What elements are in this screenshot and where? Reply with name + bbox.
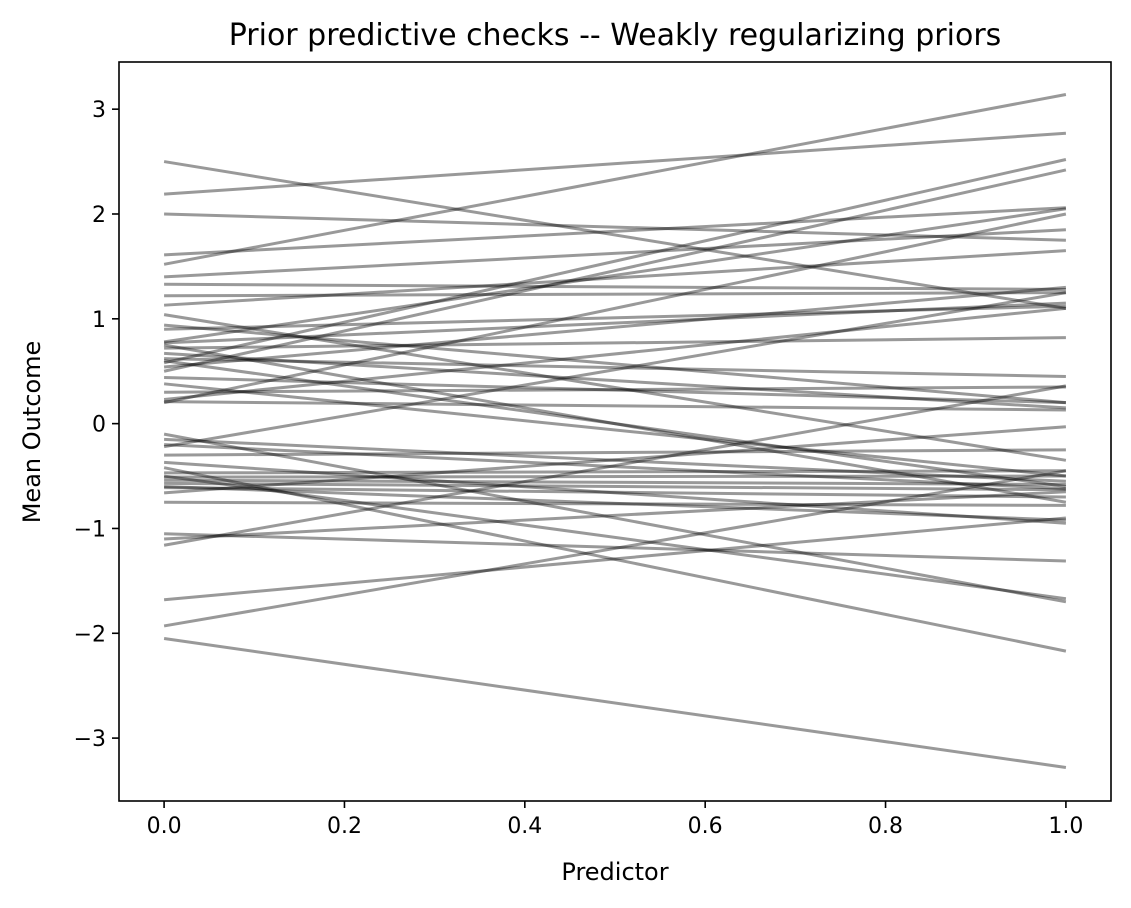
prior-line-29 bbox=[163, 460, 1067, 525]
prior-line-0 bbox=[163, 160, 1067, 310]
prior-line-40 bbox=[163, 384, 1067, 547]
plot-frame bbox=[118, 61, 1112, 802]
chart-title: Prior predictive checks -- Weakly regula… bbox=[229, 18, 1002, 53]
prior-line-16 bbox=[163, 158, 1067, 365]
y-tick-label-2: −1 bbox=[74, 517, 106, 542]
prior-line-13 bbox=[164, 336, 1066, 350]
y-tick-label-3: 0 bbox=[92, 413, 106, 438]
prior-line-36 bbox=[163, 425, 1067, 495]
prior-line-23 bbox=[164, 400, 1066, 412]
prior-line-1 bbox=[163, 131, 1067, 196]
y-tick-label-6: 3 bbox=[92, 98, 106, 123]
prior-line-34 bbox=[164, 481, 1066, 492]
prior-line-20 bbox=[163, 382, 1067, 478]
x-tick-label-5: 1.0 bbox=[1048, 814, 1083, 839]
prior-line-44 bbox=[163, 343, 1067, 504]
prior-line-37 bbox=[164, 500, 1066, 507]
prior-line-28 bbox=[164, 448, 1066, 457]
prior-line-8 bbox=[164, 249, 1066, 307]
prior-line-45 bbox=[163, 359, 1067, 489]
prior-line-22 bbox=[163, 306, 1067, 402]
prior-line-3 bbox=[164, 206, 1066, 257]
x-tick-label-0: 0.0 bbox=[147, 814, 182, 839]
y-tick-label-4: 1 bbox=[92, 308, 106, 333]
prior-line-27 bbox=[163, 291, 1067, 449]
prior-line-9 bbox=[163, 313, 1067, 462]
y-tick-label-0: −3 bbox=[74, 727, 106, 752]
prior-line-48 bbox=[164, 304, 1066, 331]
prior-line-42 bbox=[163, 469, 1067, 628]
prior-line-32 bbox=[164, 474, 1066, 479]
prior-line-17 bbox=[163, 285, 1067, 369]
prior-line-5 bbox=[164, 228, 1066, 279]
prior-line-21 bbox=[164, 385, 1066, 394]
prior-line-39 bbox=[164, 490, 1066, 541]
prior-line-15 bbox=[164, 357, 1066, 378]
prior-line-2 bbox=[164, 212, 1066, 242]
prior-line-11 bbox=[163, 207, 1067, 344]
prior-line-35 bbox=[164, 486, 1066, 499]
prior-line-10 bbox=[163, 323, 1067, 405]
series-lines bbox=[163, 93, 1067, 769]
x-tick-label-2: 0.4 bbox=[507, 814, 542, 839]
prior-line-4 bbox=[163, 93, 1067, 266]
prior-line-30 bbox=[163, 466, 1067, 653]
prior-line-43 bbox=[163, 637, 1067, 769]
prior-line-41 bbox=[163, 516, 1067, 602]
x-tick-label-4: 0.8 bbox=[868, 814, 903, 839]
y-tick-label-5: 2 bbox=[92, 203, 106, 228]
prior-line-24 bbox=[163, 212, 1067, 405]
x-tick-label-3: 0.6 bbox=[688, 814, 723, 839]
axis-ticks: 0.0 0.2 0.4 0.6 0.8 1.0 −3 −2 −1 0 1 2 3 bbox=[74, 98, 1084, 839]
prior-line-14 bbox=[164, 351, 1066, 410]
prior-line-47 bbox=[164, 485, 1066, 522]
prior-line-33 bbox=[164, 478, 1066, 486]
prior-line-31 bbox=[164, 469, 1066, 475]
prior-line-6 bbox=[164, 282, 1066, 291]
x-axis-label: Predictor bbox=[561, 858, 668, 886]
prior-line-25 bbox=[163, 432, 1067, 604]
prior-line-49 bbox=[164, 443, 1066, 491]
prior-line-26 bbox=[164, 437, 1066, 483]
y-axis-label: Mean Outcome bbox=[18, 341, 46, 524]
prior-line-19 bbox=[164, 376, 1066, 405]
prior-line-38 bbox=[164, 532, 1066, 563]
y-tick-label-1: −2 bbox=[74, 622, 106, 647]
prior-line-7 bbox=[164, 291, 1066, 298]
prior-line-12 bbox=[164, 301, 1066, 345]
prior-line-18 bbox=[163, 168, 1067, 373]
prior-line-46 bbox=[163, 474, 1067, 601]
x-tick-label-1: 0.2 bbox=[327, 814, 362, 839]
